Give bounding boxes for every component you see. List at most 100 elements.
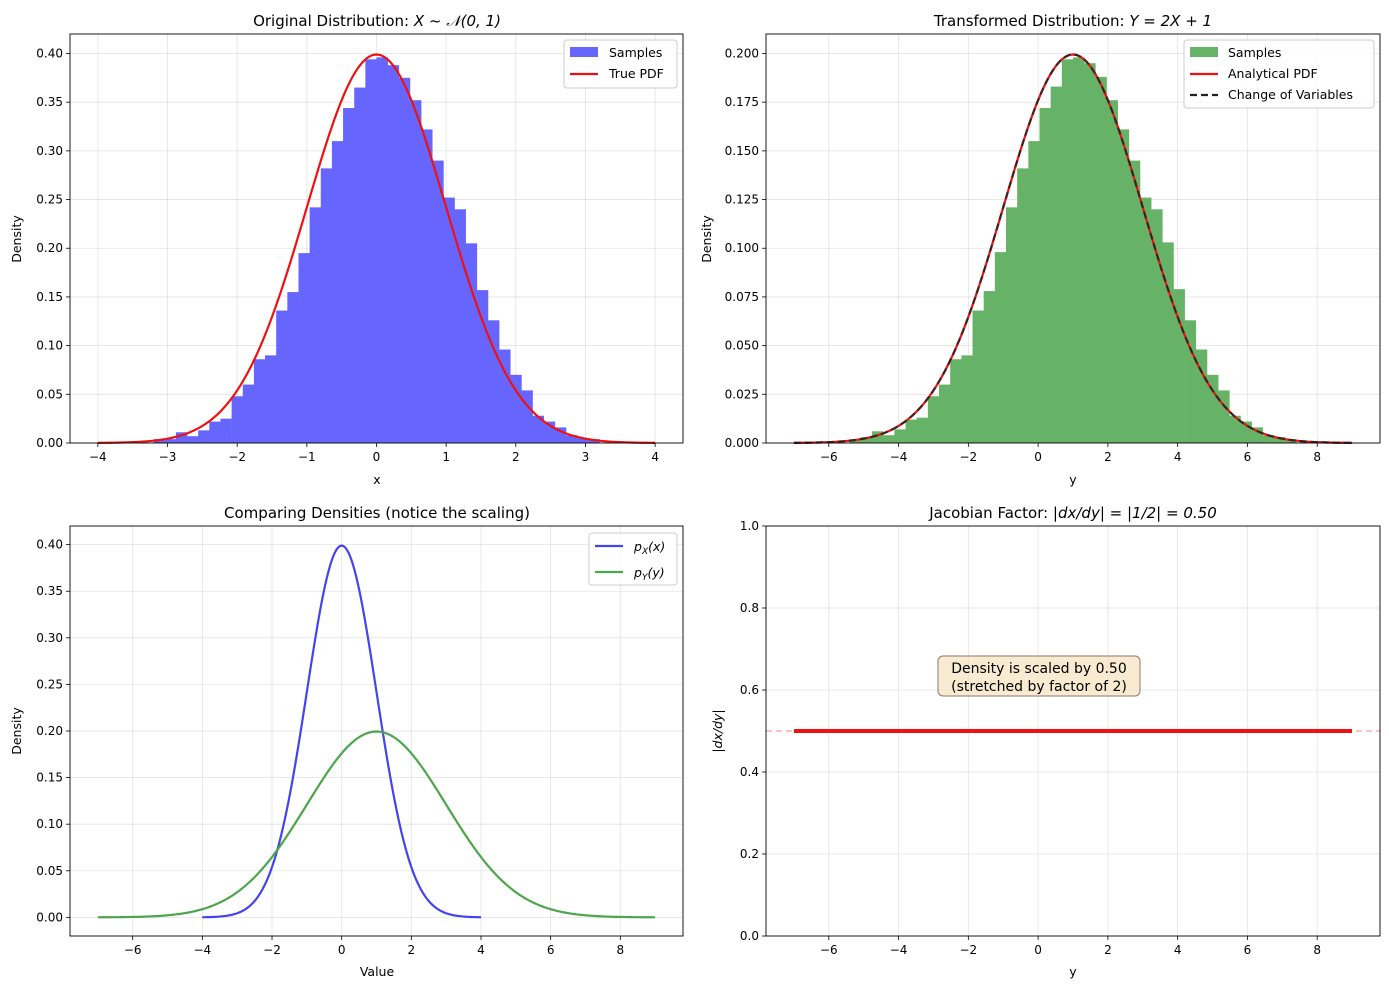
histogram-bar xyxy=(164,439,177,443)
panel-jacobian-factor: Jacobian Factor: |dx/dy| = |1/2| = 0.50 … xyxy=(710,504,1381,979)
histogram-bar xyxy=(499,349,511,443)
histogram-bar xyxy=(398,77,411,444)
annotation-line-1: Density is scaled by 0.50 xyxy=(951,661,1127,677)
y-tick-label: 0.075 xyxy=(725,290,759,304)
x-tick-label: 1 xyxy=(442,450,450,464)
x-tick-label: −4 xyxy=(890,450,908,464)
y-tick-label: 0.15 xyxy=(36,771,63,785)
y-tick-label: 0.00 xyxy=(36,910,63,924)
legend-label-px: pX(x) xyxy=(633,539,665,557)
legend-frame xyxy=(1183,39,1375,109)
histogram-bar xyxy=(320,168,333,443)
x-tick-label: −6 xyxy=(820,450,838,464)
histogram-bar xyxy=(983,291,996,443)
histogram-bar xyxy=(298,253,310,443)
x-tick-label: 4 xyxy=(477,943,485,957)
histogram-bar xyxy=(276,310,288,443)
y-tick-label: 0.050 xyxy=(725,339,759,353)
histogram-bar xyxy=(1006,207,1018,443)
histogram-bar xyxy=(554,427,567,443)
y-tick-label: 0.35 xyxy=(36,95,63,109)
legend-label-analytical-pdf: Analytical PDF xyxy=(1228,66,1318,81)
y-axis-label: Density xyxy=(699,215,714,263)
histogram-bar xyxy=(1151,209,1163,443)
histogram-bar xyxy=(454,209,466,443)
legend: pX(x) pY(y) xyxy=(588,532,678,586)
histogram-bar xyxy=(1139,197,1152,443)
x-tick-label: −6 xyxy=(820,943,838,957)
x-tick-label: 8 xyxy=(1313,450,1321,464)
histogram-bar xyxy=(543,421,556,443)
histogram-bar xyxy=(1073,57,1085,443)
histogram-bar xyxy=(1050,86,1063,443)
panel-comparing-densities: Comparing Densities (notice the scaling)… xyxy=(9,504,684,979)
y-axis-label: Density xyxy=(9,707,24,755)
panel-original-distribution: Original Distribution: X ~ 𝒩(0, 1) −4 −3 −… xyxy=(9,12,684,487)
histogram-bar xyxy=(927,396,940,443)
histogram-bar xyxy=(860,437,873,443)
y-tick-label: 0.6 xyxy=(740,683,759,697)
y-tick-label: 0.15 xyxy=(36,290,63,304)
histogram-bar xyxy=(331,141,344,443)
y-tick-label: 0.25 xyxy=(36,677,63,691)
histogram-bar xyxy=(354,87,366,444)
x-axis-label: x xyxy=(373,472,380,487)
x-tick-label: 6 xyxy=(1244,943,1252,957)
histogram-bar xyxy=(265,355,277,443)
histogram-bar xyxy=(950,359,962,443)
legend-swatch-samples xyxy=(1190,47,1218,57)
y-tick-label: 0.0 xyxy=(740,929,759,943)
chart-title: Transformed Distribution: Y = 2X + 1 xyxy=(933,12,1212,30)
x-axis-label: y xyxy=(1069,964,1077,979)
chart-title: Jacobian Factor: |dx/dy| = |1/2| = 0.50 xyxy=(928,504,1217,522)
x-tick-label: 2 xyxy=(512,450,520,464)
histogram-bar xyxy=(1039,108,1051,443)
legend-swatch-samples xyxy=(570,47,598,57)
histogram-bar xyxy=(883,435,895,443)
histogram-bar xyxy=(1240,421,1252,443)
y-tick-label: 0.8 xyxy=(740,601,759,615)
x-tick-label: 4 xyxy=(1174,943,1182,957)
histogram-bar xyxy=(476,290,489,443)
histogram-bar xyxy=(209,421,221,443)
histogram-bar xyxy=(1162,242,1174,443)
legend: Samples True PDF xyxy=(563,39,678,89)
chart-title: Comparing Densities (notice the scaling) xyxy=(224,504,530,522)
histogram-bar xyxy=(972,310,984,443)
histogram-bar xyxy=(1195,349,1208,443)
y-tick-label: 0.2 xyxy=(740,847,759,861)
histogram-bar xyxy=(872,431,884,443)
histogram-bar xyxy=(961,355,973,443)
histogram-bar xyxy=(1028,141,1040,443)
y-tick-label: 0.35 xyxy=(36,584,63,598)
histogram-bar xyxy=(1251,427,1264,443)
y-tick-label: 0.20 xyxy=(36,724,63,738)
y-tick-label: 0.000 xyxy=(725,436,759,450)
y-tick-label: 0.30 xyxy=(36,631,63,645)
histogram-bar xyxy=(287,292,299,443)
x-tick-label: 4 xyxy=(1174,450,1182,464)
histogram-bar xyxy=(1229,415,1241,443)
histogram-bar xyxy=(309,207,322,443)
legend-label-samples: Samples xyxy=(1228,45,1281,60)
x-tick-label: 6 xyxy=(547,943,555,957)
y-tick-label: 0.150 xyxy=(725,144,759,158)
histogram-bar xyxy=(175,432,188,443)
y-axis-label: |dx/dy| xyxy=(710,709,725,752)
histogram-bar xyxy=(521,390,533,443)
x-tick-label: −3 xyxy=(159,450,177,464)
x-tick-label: −2 xyxy=(228,450,246,464)
y-tick-label: 0.05 xyxy=(36,387,63,401)
series-line-p-x-x- xyxy=(202,544,482,919)
y-axis-label: Density xyxy=(9,215,24,263)
histogram-bar xyxy=(242,384,255,443)
histogram-bar xyxy=(1095,76,1107,443)
legend-label-py: pY(y) xyxy=(633,565,665,583)
histogram-bar xyxy=(905,419,918,443)
histogram-bar xyxy=(577,438,589,443)
histogram-bar xyxy=(187,436,199,443)
histogram-bar xyxy=(253,359,266,443)
y-tick-label: 0.20 xyxy=(36,241,63,255)
x-tick-label: −2 xyxy=(959,450,977,464)
